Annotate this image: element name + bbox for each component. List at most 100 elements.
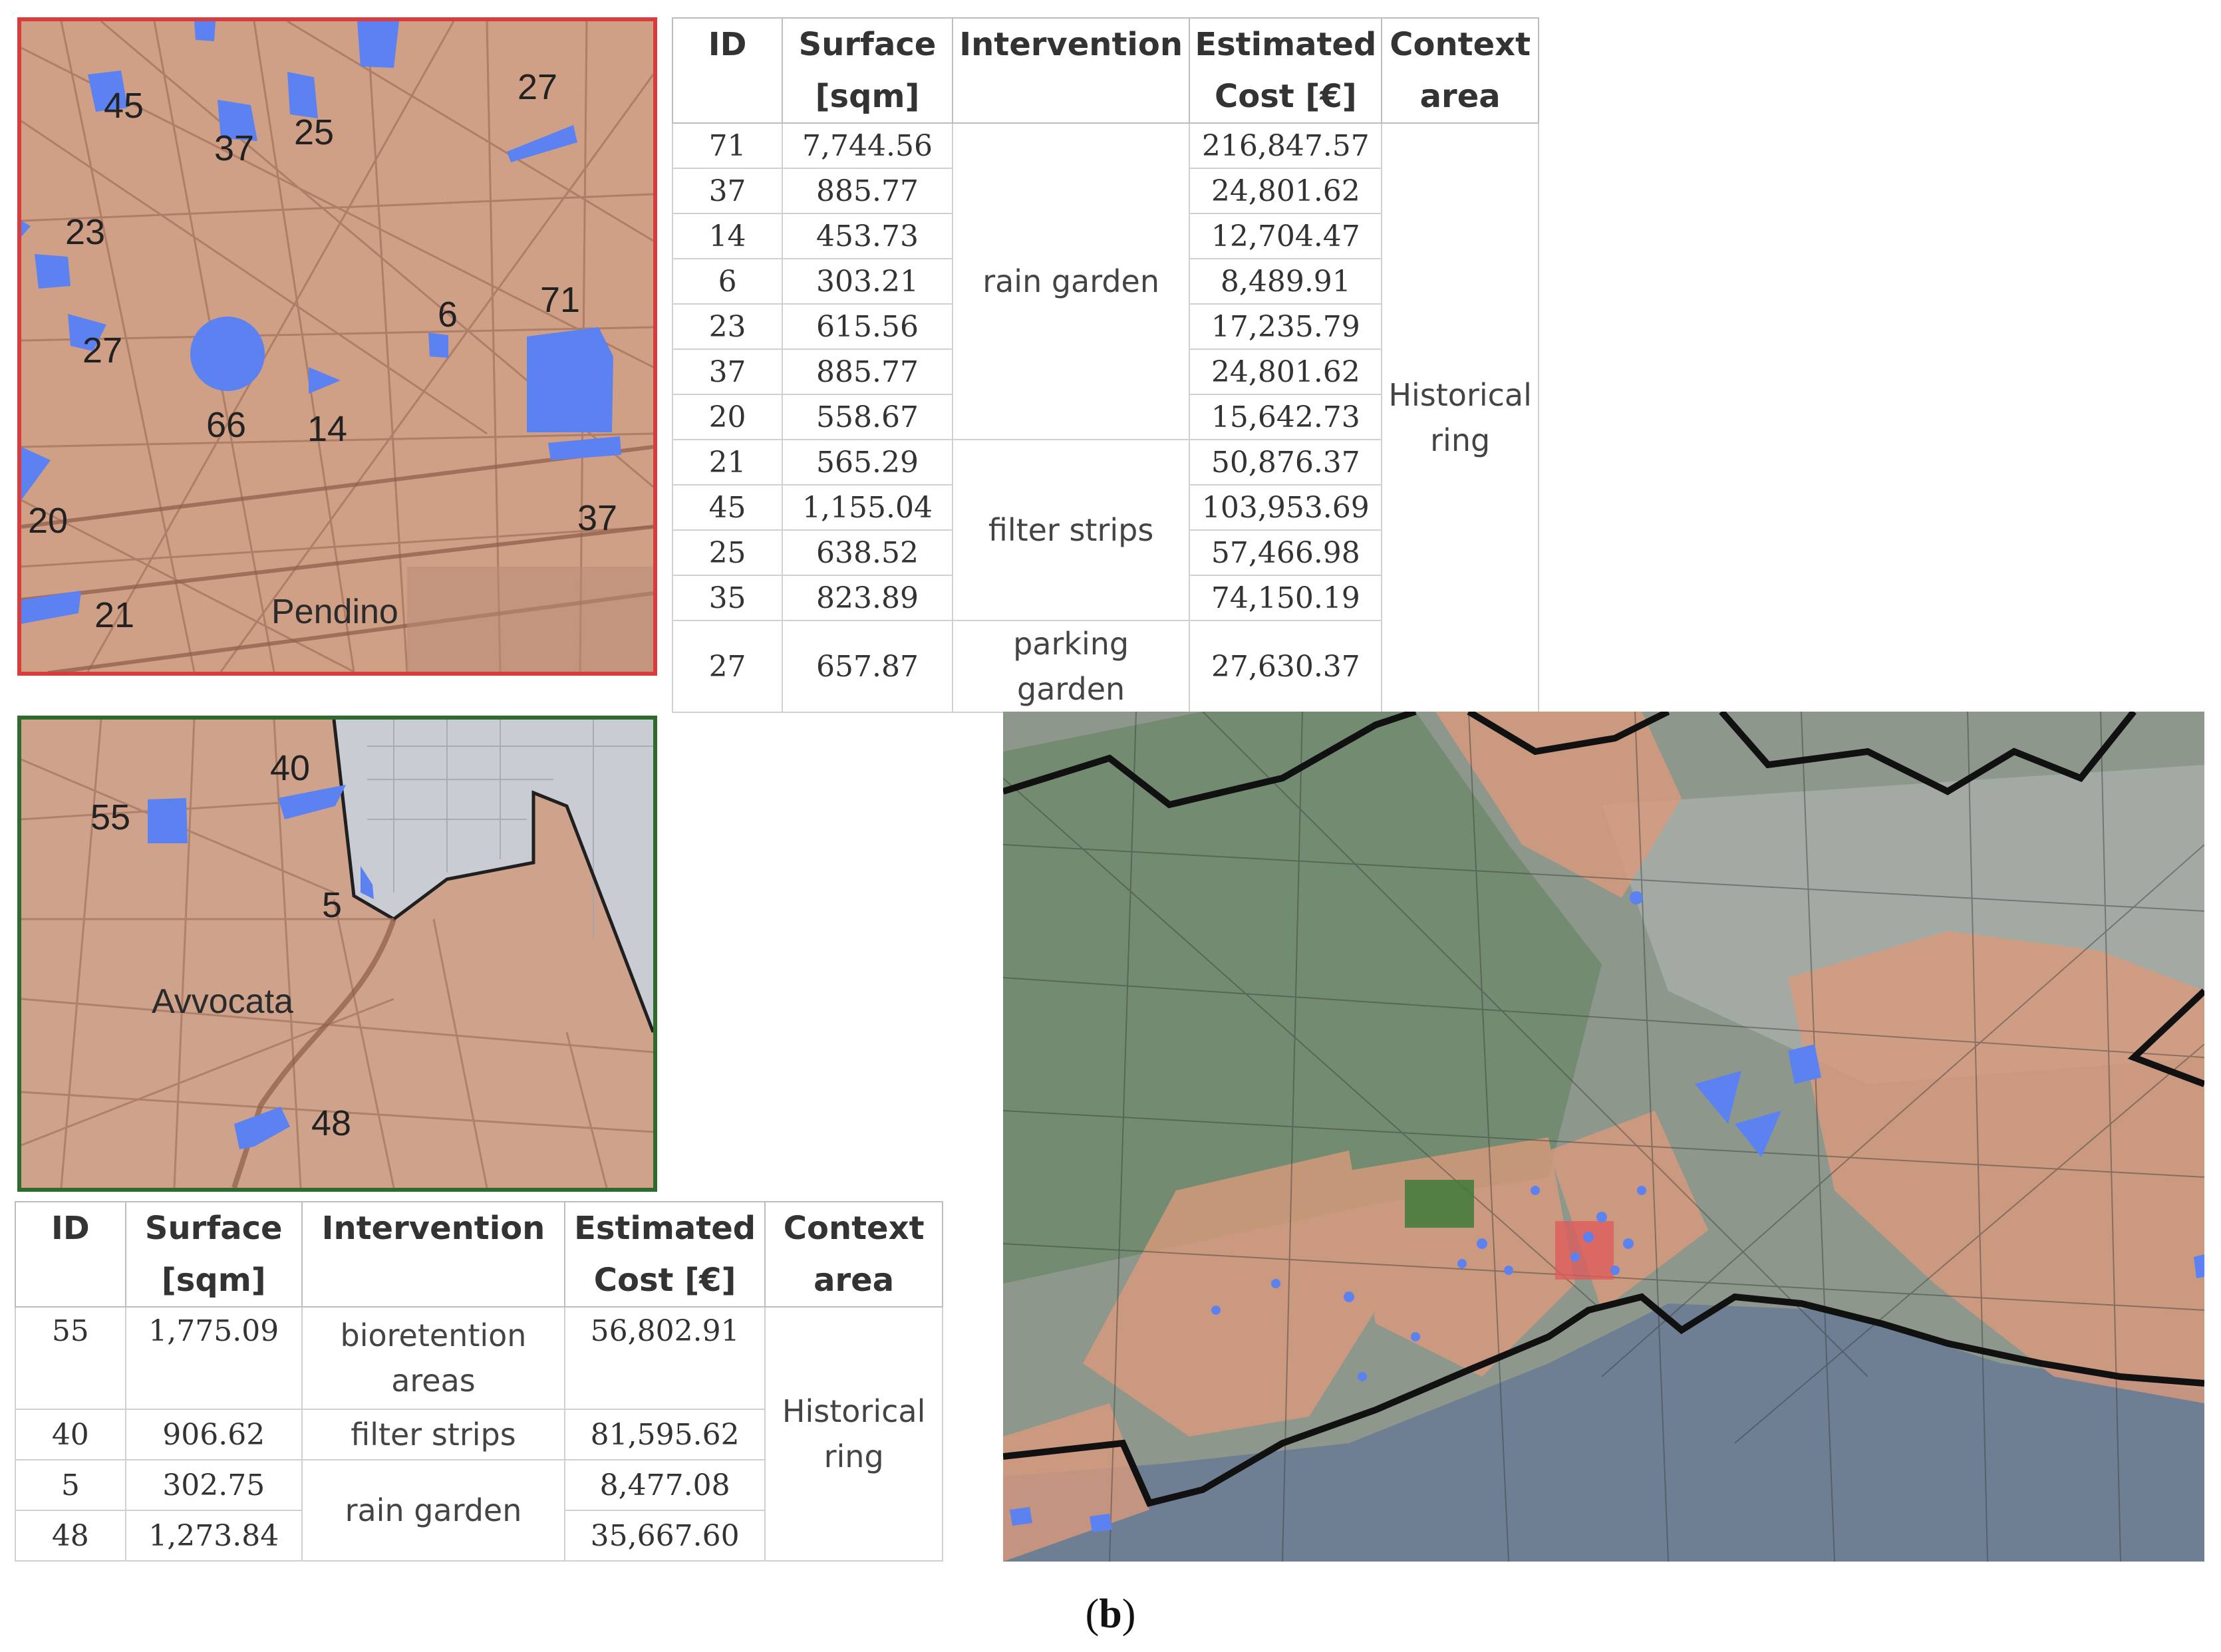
cell-cost: 57,466.98: [1189, 529, 1383, 576]
cell-context-area: Historical ring: [764, 1306, 943, 1562]
site-55: [148, 798, 188, 843]
site-north: [357, 21, 399, 68]
cell-surface: 302.75: [124, 1459, 303, 1511]
place-label-avvocata: Avvocata: [152, 982, 293, 1021]
cell-cost: 56,802.91: [564, 1306, 766, 1410]
site-label: 45: [104, 86, 144, 126]
cell-cost: 27,630.37: [1189, 620, 1383, 713]
avvocata-map[interactable]: 40 55 5 48 Avvocata: [17, 716, 657, 1192]
caption-close-paren: ): [1121, 1591, 1136, 1637]
cell-surface: 1,273.84: [124, 1510, 303, 1562]
cell-id: 40: [15, 1409, 126, 1460]
cell-id: 37: [671, 348, 784, 395]
site-label: 25: [294, 112, 335, 152]
cell-cost: 24,801.62: [1189, 168, 1383, 214]
green-hills: [1003, 712, 1602, 1284]
site-label: 55: [90, 797, 131, 837]
site-21: [21, 591, 81, 624]
site-27-west: [68, 314, 106, 351]
table-row: 5 302.75 rain garden 8,477.08: [15, 1459, 943, 1562]
table-row: 48 1,273.84 35,667.60: [15, 1510, 943, 1562]
pendino-interventions-table: ID Surface [sqm] Intervention Estimated …: [671, 17, 1539, 713]
cell-surface: 615.56: [782, 303, 953, 350]
column-header-context: Context area: [764, 1201, 943, 1308]
cell-surface: 638.52: [782, 529, 953, 576]
site-label: 14: [307, 409, 348, 449]
cell-context-area: Historical ring: [1381, 122, 1539, 713]
intervention-sites: [21, 21, 621, 624]
site-71: [527, 327, 613, 432]
site-label: 71: [540, 280, 581, 320]
table-row: 14 453.73 12,704.47: [671, 213, 1539, 259]
column-header-surface: Surface [sqm]: [124, 1201, 303, 1308]
cell-surface: 885.77: [782, 168, 953, 214]
cell-surface: 303.21: [782, 258, 953, 305]
cell-cost: 8,489.91: [1189, 258, 1383, 305]
cell-surface: 7,744.56: [782, 122, 953, 169]
site-edge: [21, 221, 31, 237]
street-network: [21, 21, 653, 672]
column-header-id: ID: [671, 17, 784, 124]
table-row: 40 906.62 filter strips 81,595.62: [15, 1409, 943, 1460]
site-label: 40: [270, 748, 311, 788]
site-label: 21: [94, 595, 135, 635]
table-row: 45 1,155.04 103,953.69: [671, 484, 1539, 531]
site-label: 27: [82, 331, 123, 370]
column-header-cost: Estimated Cost [€]: [1189, 17, 1383, 124]
site-25: [287, 72, 318, 118]
site-label: 37: [214, 128, 255, 168]
site-label: 66: [206, 405, 247, 445]
pendino-map[interactable]: 45 37 25 27 23 6 71 27 66 14 20 37 21 Pe…: [17, 17, 657, 676]
site-label: 37: [577, 498, 618, 538]
cell-cost: 15,642.73: [1189, 394, 1383, 440]
table-row: 37 885.77 24,801.62: [671, 168, 1539, 214]
column-header-intervention: Intervention: [301, 1201, 566, 1308]
cell-id: 37: [671, 168, 784, 214]
site-label: 48: [311, 1103, 352, 1143]
street-network: [1003, 712, 2204, 1562]
cell-intervention: rain garden: [951, 122, 1191, 440]
site-27-east: [507, 125, 577, 162]
table-row: 25 638.52 57,466.98: [671, 529, 1539, 576]
site-label: 5: [322, 885, 343, 925]
cell-surface: 1,155.04: [782, 484, 953, 531]
caption-letter: b: [1099, 1591, 1122, 1637]
cell-surface: 885.77: [782, 348, 953, 395]
cell-id: 45: [671, 484, 784, 531]
cell-cost: 8,477.08: [564, 1459, 766, 1511]
intervention-sites: [148, 785, 374, 1149]
cell-id: 20: [671, 394, 784, 440]
cell-id: 6: [671, 258, 784, 305]
cell-cost: 81,595.62: [564, 1409, 766, 1460]
site-6: [428, 333, 448, 358]
table-row: 71 7,744.56 rain garden 216,847.57 Histo…: [671, 122, 1539, 713]
cell-id: 25: [671, 529, 784, 576]
panel-caption: (b): [0, 1591, 2221, 1638]
site-20: [21, 447, 51, 500]
site-label: 23: [65, 212, 106, 252]
avvocata-interventions-table: ID Surface [sqm] Intervention Estimated …: [15, 1201, 943, 1562]
site-14: [309, 367, 341, 394]
site-66: [190, 317, 265, 391]
overview-map-canvas: [1003, 712, 2204, 1562]
cell-cost: 103,953.69: [1189, 484, 1383, 531]
cell-id: 5: [15, 1459, 126, 1511]
cell-intervention: rain garden: [301, 1459, 566, 1562]
coastline: [1003, 1293, 2204, 1507]
column-header-cost: Estimated Cost [€]: [564, 1201, 766, 1308]
site-label: 6: [438, 295, 458, 335]
cell-id: 48: [15, 1510, 126, 1562]
table-row: 55 1,775.09 bioretention areas 56,802.91…: [15, 1306, 943, 1562]
sea: [1003, 1304, 2204, 1562]
site-48: [234, 1107, 290, 1149]
site-top: [194, 21, 216, 41]
site-label: 27: [518, 67, 558, 107]
cell-cost: 74,150.19: [1189, 575, 1383, 621]
site-40: [278, 785, 346, 819]
pendino-focus-box: [1555, 1221, 1614, 1280]
place-label-pendino: Pendino: [271, 593, 398, 631]
cell-surface: 565.29: [782, 439, 953, 485]
city-overview-map[interactable]: [1003, 712, 2204, 1562]
cell-id: 14: [671, 213, 784, 259]
cell-id: 21: [671, 439, 784, 485]
